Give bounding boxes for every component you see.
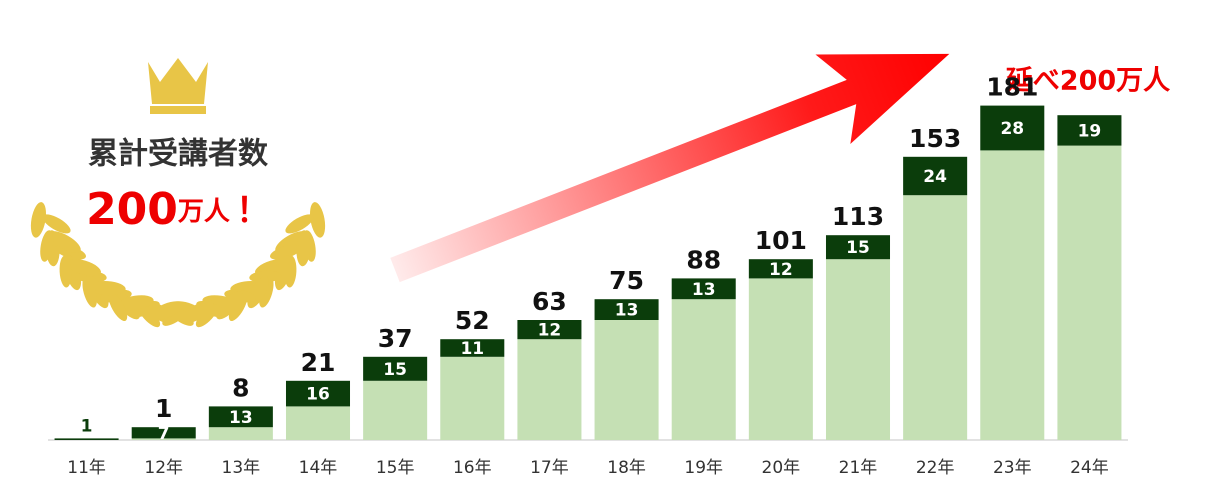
badge-total: 200万人！ [86,184,270,235]
bar-label: 7 [158,424,170,444]
leaf [259,276,274,308]
cumulative-bar [671,299,736,440]
new-bar [363,356,428,381]
bar-label: 13 [692,280,716,300]
bar-label: 1 [81,416,93,436]
bar-label: 11 [460,339,484,359]
leaf [59,255,72,288]
cumulative-bar [363,380,428,440]
cumulative-bar [1057,145,1122,440]
new-bar [440,339,505,357]
x-tick-label: 11年 [67,458,106,478]
x-tick-label: 12年 [144,458,183,478]
new-bar [131,427,196,439]
bar-label: 16 [306,385,330,405]
x-tick-label: 23年 [993,458,1032,478]
total-label: 181 [986,73,1038,102]
leaf [274,255,292,291]
cumulative-bar [825,259,891,440]
bar-label: 28 [1000,119,1024,139]
cumulative-bar [748,278,813,440]
total-label: 52 [455,306,490,335]
annotation: 延べ200万人 [1005,66,1170,97]
cumulative-bar [594,320,659,440]
badge-title: 累計受講者数 [88,137,269,172]
x-tick-label: 16年 [453,458,492,478]
new-bar [671,278,736,300]
leaf [296,230,311,267]
new-bar [594,299,659,320]
total-label: 101 [755,226,807,255]
leaf [40,230,54,262]
leaf [82,276,97,308]
crown [148,58,208,104]
leaf [30,202,47,238]
leaf [270,244,301,260]
x-tick-label: 18年 [607,458,646,478]
cumulative-bar [131,438,196,440]
bar-label: 13 [229,408,253,428]
x-tick-label: 17年 [530,458,569,478]
new-bar [980,105,1045,151]
total-label: 37 [378,324,413,353]
bar-label: 12 [538,321,562,341]
new-bar [748,259,813,279]
crown-base [150,106,206,114]
leaf [149,301,184,320]
x-tick-label: 21年 [839,458,878,478]
bar-label: 13 [615,301,639,321]
bar-label: 12 [769,260,793,280]
leaf [89,280,126,296]
total-label: 113 [832,202,884,231]
leaf [118,295,154,311]
leaf [136,302,161,328]
leaf [42,214,71,234]
total-label: 1 [155,394,172,423]
x-tick-label: 14年 [299,458,338,478]
new-bar [285,380,351,407]
leaf [285,214,314,234]
bar-label: 15 [383,360,407,380]
total-label: 75 [609,266,644,295]
new-bar [54,438,119,440]
total-label: 8 [232,373,249,402]
leaf [309,202,326,238]
total-label: 21 [301,348,336,377]
x-tick-label: 24年 [1070,458,1109,478]
x-tick-label: 20年 [762,458,801,478]
new-bar [1057,115,1122,146]
laurel-wreath [30,202,326,328]
new-bar [517,320,582,340]
leaf [48,231,81,253]
x-tick-label: 19年 [684,458,723,478]
cumulative-bar [517,339,582,440]
bar-label: 24 [923,167,947,187]
x-tick-label: 22年 [916,458,955,478]
new-bar [825,235,891,260]
growth-arrow [390,53,950,283]
cumulative-bar [208,427,273,440]
total-label: 88 [686,245,721,274]
leaf [66,258,101,276]
bar-label: 19 [1078,121,1102,141]
leaf [108,292,128,321]
cumulative-bar [440,356,505,440]
x-tick-label: 13年 [222,458,261,478]
bar-label: 15 [846,238,870,258]
cumulative-bar [903,195,968,440]
x-tick-label: 15年 [376,458,415,478]
new-bar [208,406,273,428]
new-bar [903,156,968,196]
cumulative-bar [980,150,1045,440]
total-label: 153 [909,124,961,153]
cumulative-bar [285,406,351,440]
total-label: 63 [532,287,567,316]
